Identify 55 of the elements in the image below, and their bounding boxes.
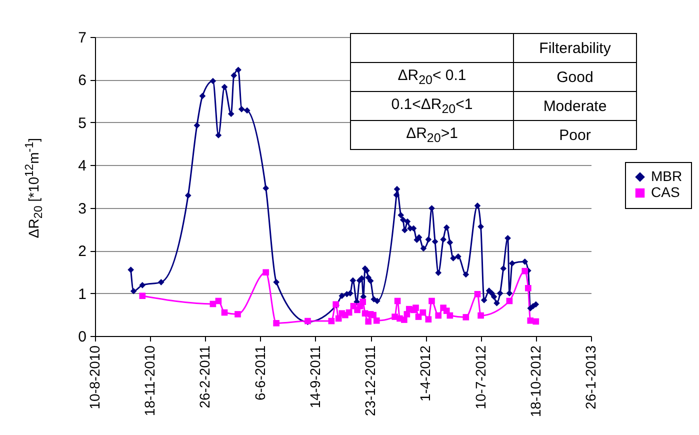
point: [478, 312, 484, 319]
point: [346, 309, 352, 316]
annotation: Good: [514, 62, 636, 92]
point: [412, 304, 419, 311]
legend-label: MBR: [651, 168, 682, 184]
y-tick-label: 5: [78, 114, 86, 132]
point: [474, 290, 481, 298]
x-tick-label: 18-11-2010: [142, 345, 158, 416]
x-tick-label: 18-10-2012: [527, 345, 544, 418]
point: [401, 316, 408, 323]
point: [234, 311, 241, 318]
point: [462, 314, 470, 320]
x-tick-label: 23-12-2011: [362, 345, 378, 416]
x-tick-label: 26-2-2011: [196, 345, 213, 408]
point: [373, 317, 380, 324]
point: [394, 298, 401, 304]
point: [360, 298, 366, 305]
point: [532, 318, 540, 325]
x-tick-label: 26-1-2013: [582, 345, 598, 410]
point: [506, 298, 513, 304]
y-tick-label: 6: [78, 72, 86, 90]
point: [435, 312, 442, 319]
x-tick-label: 14-9-2011: [306, 345, 323, 408]
point: [446, 312, 454, 319]
point: [428, 298, 435, 304]
annotation: 0.1<ΔR$_{20}$<1: [350, 92, 514, 120]
point: [262, 269, 270, 276]
annotation: Poor: [514, 120, 636, 150]
legend-label: CAS: [651, 184, 680, 200]
annotation: Moderate: [514, 92, 636, 120]
point: [522, 268, 528, 274]
point: [139, 292, 146, 300]
x-tick-label: 6-6-2011: [252, 345, 268, 401]
point: [365, 318, 372, 325]
annotation: Filterability: [514, 34, 636, 62]
point: [420, 309, 426, 316]
point: [221, 309, 228, 316]
y-tick-label: 2: [78, 243, 86, 260]
point: [425, 316, 432, 323]
x-tick-label: 1-4-2012: [417, 345, 434, 402]
point: [215, 298, 222, 304]
x-tick-label: 10-8-2010: [86, 345, 102, 410]
y-tick-label: 1: [78, 286, 86, 303]
y-tick-label: 0: [78, 328, 86, 346]
y-tick-label: 4: [78, 158, 86, 175]
x-tick-label: 10-7-2012: [472, 345, 488, 410]
y-tick-label: 7: [78, 30, 86, 46]
point: [273, 320, 280, 326]
point: [525, 285, 532, 292]
point: [362, 310, 368, 317]
annotation: ΔR$_{20}$>1: [350, 120, 514, 150]
y-tick-label: 3: [78, 200, 86, 218]
point: [328, 318, 335, 324]
point: [370, 312, 376, 318]
annotation: ΔR$_{20}$< 0.1: [350, 62, 514, 92]
